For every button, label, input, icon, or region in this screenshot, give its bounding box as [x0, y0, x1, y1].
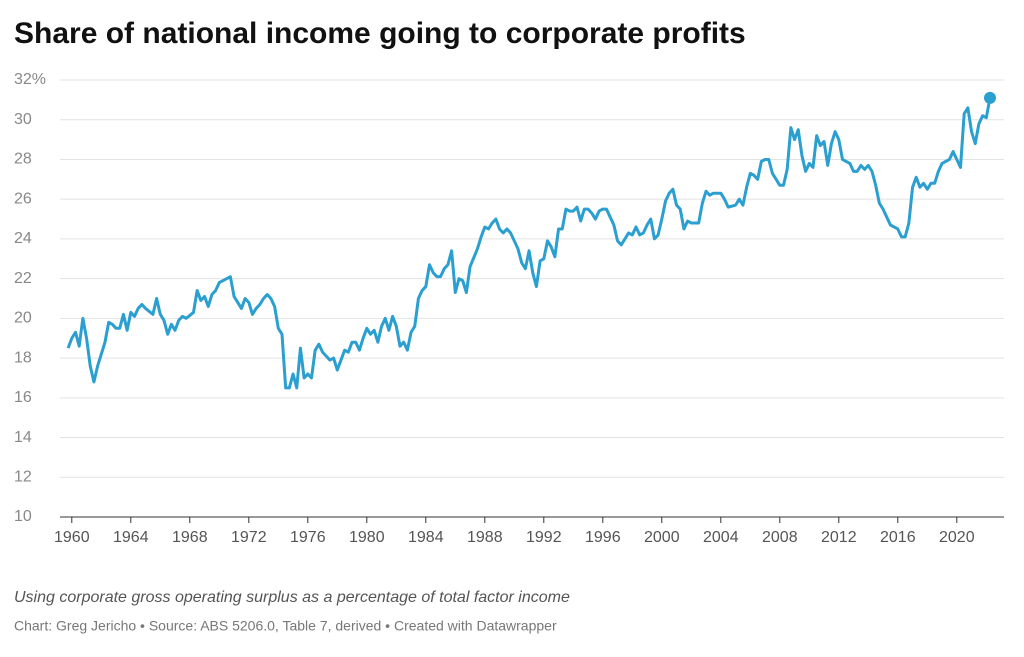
data-line — [66, 97, 992, 390]
y-tick-label: 12 — [14, 468, 32, 485]
x-tick-label: 2020 — [939, 529, 975, 546]
y-tick-label: 30 — [14, 111, 32, 128]
x-tick-label: 1976 — [290, 529, 326, 546]
y-tick-label: 28 — [14, 151, 32, 168]
x-tick-label: 1968 — [172, 529, 208, 546]
y-tick-label: 22 — [14, 270, 32, 287]
y-tick-label: 20 — [14, 310, 32, 327]
x-tick-label: 2000 — [644, 529, 680, 546]
x-tick-label: 1980 — [349, 529, 385, 546]
x-tick-label: 2008 — [762, 529, 798, 546]
y-tick-label: 32% — [14, 71, 46, 88]
x-tick-label: 2016 — [880, 529, 916, 546]
x-tick-label: 1996 — [585, 529, 621, 546]
y-tick-label: 14 — [14, 429, 32, 446]
y-tick-label: 18 — [14, 349, 32, 366]
x-tick-label: 1984 — [408, 529, 444, 546]
x-tick-label: 1988 — [467, 529, 503, 546]
y-tick-label: 24 — [14, 230, 32, 247]
x-tick-label: 1960 — [54, 529, 90, 546]
y-tick-label: 26 — [14, 190, 32, 207]
x-tick-label: 1964 — [113, 529, 149, 546]
y-tick-label: 16 — [14, 389, 32, 406]
chart-title: Share of national income going to corpor… — [14, 17, 746, 50]
y-tick-label: 10 — [14, 508, 32, 525]
x-tick-label: 2012 — [821, 529, 857, 546]
x-tick-label: 2004 — [703, 529, 739, 546]
x-tick-label: 1992 — [526, 529, 562, 546]
chart-source: Chart: Greg Jericho • Source: ABS 5206.0… — [14, 618, 557, 634]
chart-description: Using corporate gross operating surplus … — [14, 589, 570, 606]
x-tick-label: 1972 — [231, 529, 267, 546]
end-point — [983, 91, 996, 104]
